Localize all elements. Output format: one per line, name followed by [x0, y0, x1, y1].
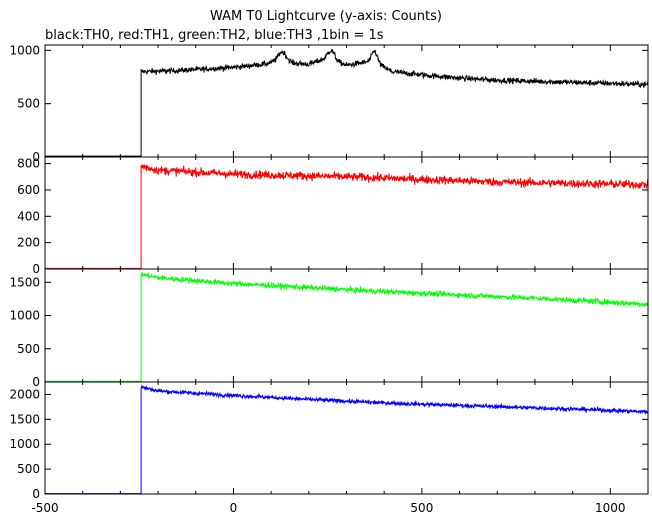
chart-subtitle: black:TH0, red:TH1, green:TH2, blue:TH3 …: [45, 28, 384, 43]
series-line-th1: [45, 163, 649, 269]
panel-frame: [44, 381, 649, 495]
y-tick-label: 2000: [9, 387, 40, 401]
y-tick-label: 800: [17, 157, 40, 171]
x-tick-label: 1000: [595, 501, 626, 515]
y-tick-label: 500: [17, 97, 40, 111]
x-tick-label: -500: [31, 501, 58, 515]
y-tick-label: 200: [17, 236, 40, 250]
series-line-th3: [45, 384, 649, 495]
panel-frame: [44, 268, 649, 383]
panel-th0: 0 500 1000: [9, 43, 649, 164]
series-line-th2: [45, 272, 649, 382]
y-tick-label: 0: [32, 150, 40, 164]
y-tick-label: 0: [32, 262, 40, 276]
panel-th3: 0 500 1000 1500 2000: [9, 381, 649, 501]
y-tick-label: 600: [17, 183, 40, 197]
panel-th1: 0 200 400 600 800: [17, 156, 649, 276]
y-tick-label: 1000: [9, 309, 40, 323]
y-tick-label: 1500: [9, 412, 40, 426]
y-tick-label: 500: [17, 462, 40, 476]
y-tick-label: 0: [32, 375, 40, 389]
y-tick-label: 1000: [9, 43, 40, 57]
panel-th2: 0 500 1000 1500: [9, 268, 649, 389]
series-line-th0: [45, 48, 649, 157]
y-tick-label: 1500: [9, 275, 40, 289]
y-tick-label: 0: [32, 487, 40, 501]
y-tick-label: 500: [17, 342, 40, 356]
x-tick-label: 500: [410, 501, 433, 515]
x-tick-label: 0: [230, 501, 238, 515]
panel-frame: [44, 44, 649, 158]
y-tick-label: 1000: [9, 437, 40, 451]
chart-title: WAM T0 Lightcurve (y-axis: Counts): [210, 9, 442, 24]
y-tick-label: 400: [17, 209, 40, 223]
